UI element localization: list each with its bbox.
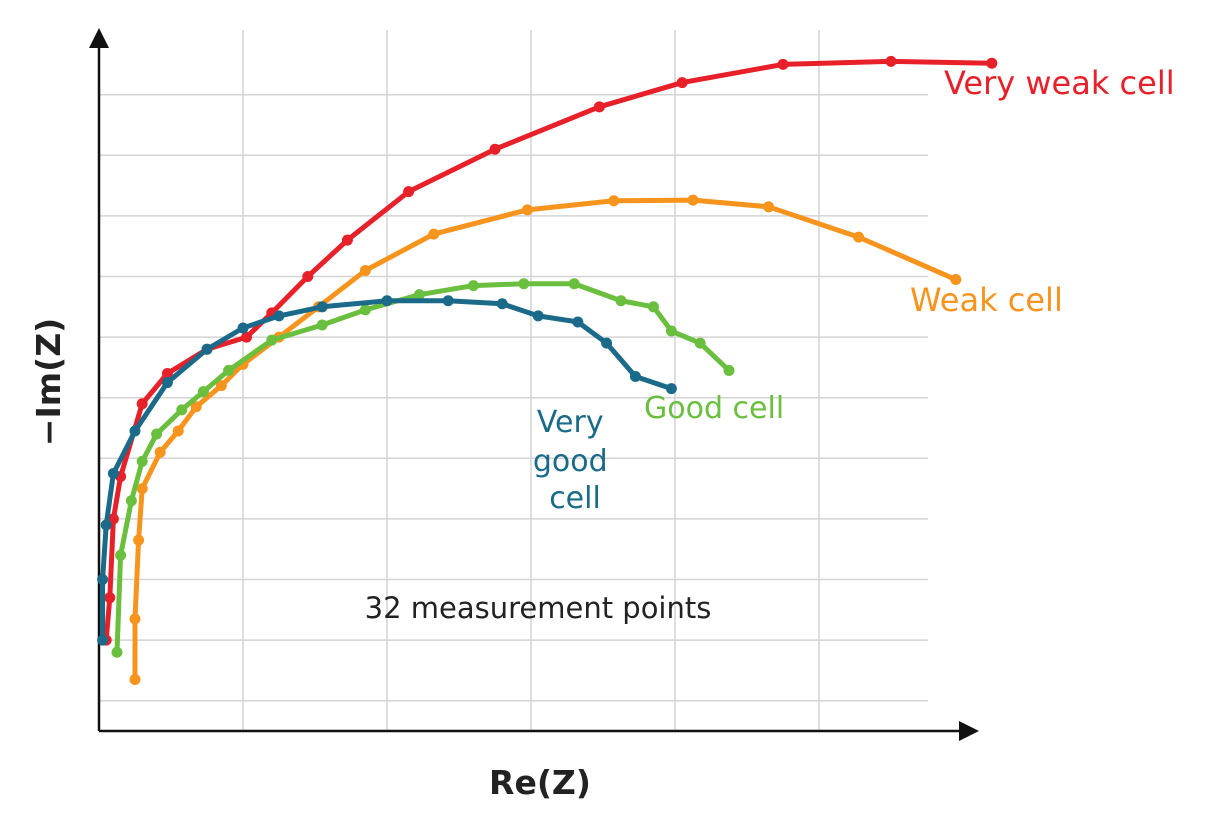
data-point-very-weak-cell [302,271,314,282]
data-point-very-weak-cell [241,331,253,343]
data-point-good-cell [316,319,328,331]
data-point-good-cell [694,337,706,349]
series-line-very-weak-cell [103,58,995,643]
data-point-good-cell [223,364,235,376]
data-point-good-cell [568,278,580,290]
data-point-good-cell [518,278,530,290]
data-point-very-good-cell [97,574,109,585]
data-point-very-weak-cell [161,367,173,379]
data-point-very-weak-cell [104,592,116,604]
data-point-very-weak-cell [885,55,897,67]
data-point-good-cell [266,334,278,346]
data-point-very-good-cell [161,377,173,389]
data-point-good-cell [151,428,163,440]
measurement-points-annotation: 32 measurement points [365,591,712,625]
series-very-good-cell [97,295,677,646]
data-point-weak-cell [608,195,620,207]
data-point-good-cell [125,495,137,507]
data-point-good-cell [413,289,425,301]
data-point-good-cell [359,304,371,316]
legend-label-very-weak-cell: Very weak cell [944,64,1175,102]
data-point-weak-cell [359,264,371,276]
data-point-good-cell [136,455,148,467]
data-point-very-good-cell [665,383,677,395]
data-point-good-cell [665,325,677,337]
y-axis-label: −Im(Z) [29,318,68,446]
data-point-weak-cell [136,483,148,495]
data-point-very-good-cell [572,316,584,328]
series-layer [97,55,998,685]
data-point-weak-cell [521,204,533,216]
data-point-very-good-cell [97,634,109,646]
data-point-very-weak-cell [593,101,605,113]
data-point-weak-cell [129,673,141,685]
data-point-very-weak-cell [676,77,688,89]
data-point-very-weak-cell [107,513,119,525]
data-point-weak-cell [190,401,202,413]
data-point-good-cell [647,301,659,313]
data-point-very-good-cell [532,310,544,322]
data-point-good-cell [723,364,735,376]
data-point-very-weak-cell [777,58,789,70]
data-point-very-good-cell [129,425,141,437]
data-point-very-good-cell [237,322,249,334]
data-point-weak-cell [172,425,184,437]
data-point-weak-cell [763,201,775,213]
data-point-very-good-cell [316,301,328,313]
data-point-very-good-cell [442,295,454,307]
data-point-very-weak-cell [489,143,501,155]
legend-label-good-cell: Good cell [644,391,784,426]
data-point-weak-cell [215,380,227,392]
data-point-good-cell [115,549,127,561]
x-axis-label: Re(Z) [489,763,591,802]
data-point-very-good-cell [107,467,119,479]
data-point-very-good-cell [496,298,508,310]
data-point-good-cell [197,386,209,398]
data-point-weak-cell [154,446,166,458]
data-point-weak-cell [129,613,141,625]
data-point-weak-cell [950,274,962,286]
data-point-very-weak-cell [341,234,353,246]
data-point-very-good-cell [273,310,285,322]
data-point-good-cell [615,295,627,307]
legend-label-weak-cell: Weak cell [910,281,1063,319]
data-point-very-good-cell [201,343,213,355]
data-point-good-cell [176,404,188,416]
data-point-very-weak-cell [403,186,415,198]
data-point-very-good-cell [381,295,393,307]
data-point-very-good-cell [629,370,641,382]
data-point-very-good-cell [601,337,613,349]
data-point-very-weak-cell [136,398,148,410]
data-point-weak-cell [687,194,699,206]
data-point-weak-cell [853,231,865,243]
series-good-cell [111,278,735,658]
data-point-very-weak-cell [986,57,998,69]
series-line-very-good-cell [100,298,674,643]
data-point-good-cell [111,646,123,658]
data-point-weak-cell [428,228,440,240]
data-point-very-good-cell [100,519,112,531]
legend-label-very-good-cell: Very good cell [533,405,617,516]
series-very-weak-cell [100,55,998,646]
data-point-good-cell [467,280,479,292]
data-point-weak-cell [133,534,145,546]
